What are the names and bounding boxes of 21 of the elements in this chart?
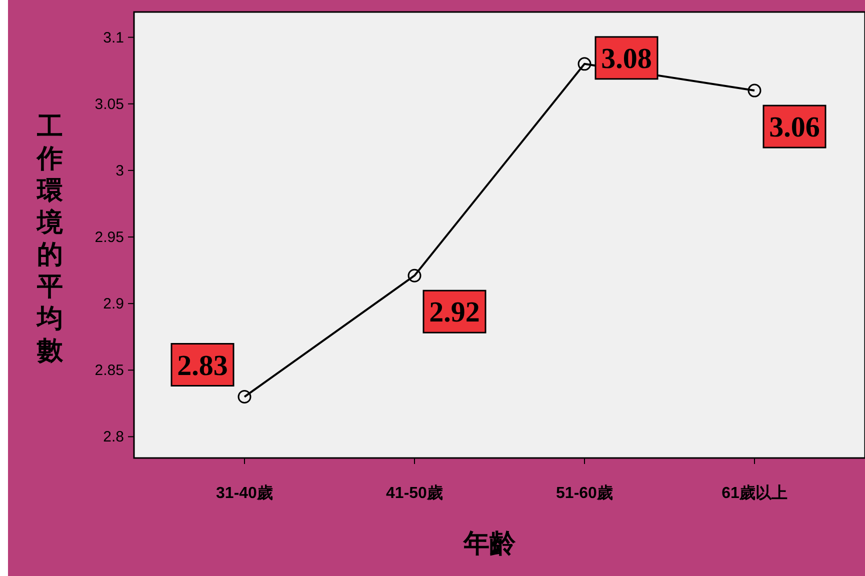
point <box>578 57 592 71</box>
point <box>748 84 762 98</box>
y-tick-label: 3.1 <box>103 29 124 46</box>
y-tick-label: 2.95 <box>94 228 124 246</box>
y-tick-label: 3 <box>116 162 124 180</box>
data-label: 3.06 <box>769 112 820 144</box>
data-label: 2.92 <box>429 296 480 329</box>
x-tick-label: 51-60歲 <box>556 484 613 502</box>
x-axis-title: 年齡 <box>462 529 516 558</box>
x-tick-label: 31-40歲 <box>216 484 273 502</box>
point <box>238 390 252 404</box>
x-tick-label: 41-50歲 <box>386 484 443 502</box>
y-tick-label: 3.05 <box>94 96 124 113</box>
data-label: 3.08 <box>601 42 652 75</box>
y-tick-label: 2.9 <box>103 296 124 313</box>
data-label: 2.83 <box>177 350 228 382</box>
point <box>408 268 422 282</box>
x-tick-label: 61歲以上 <box>722 484 788 502</box>
ylabel: 工作環境的平均數 <box>37 112 63 365</box>
y-tick-label: 2.8 <box>103 428 124 446</box>
y-tick-label: 2.85 <box>94 362 124 380</box>
